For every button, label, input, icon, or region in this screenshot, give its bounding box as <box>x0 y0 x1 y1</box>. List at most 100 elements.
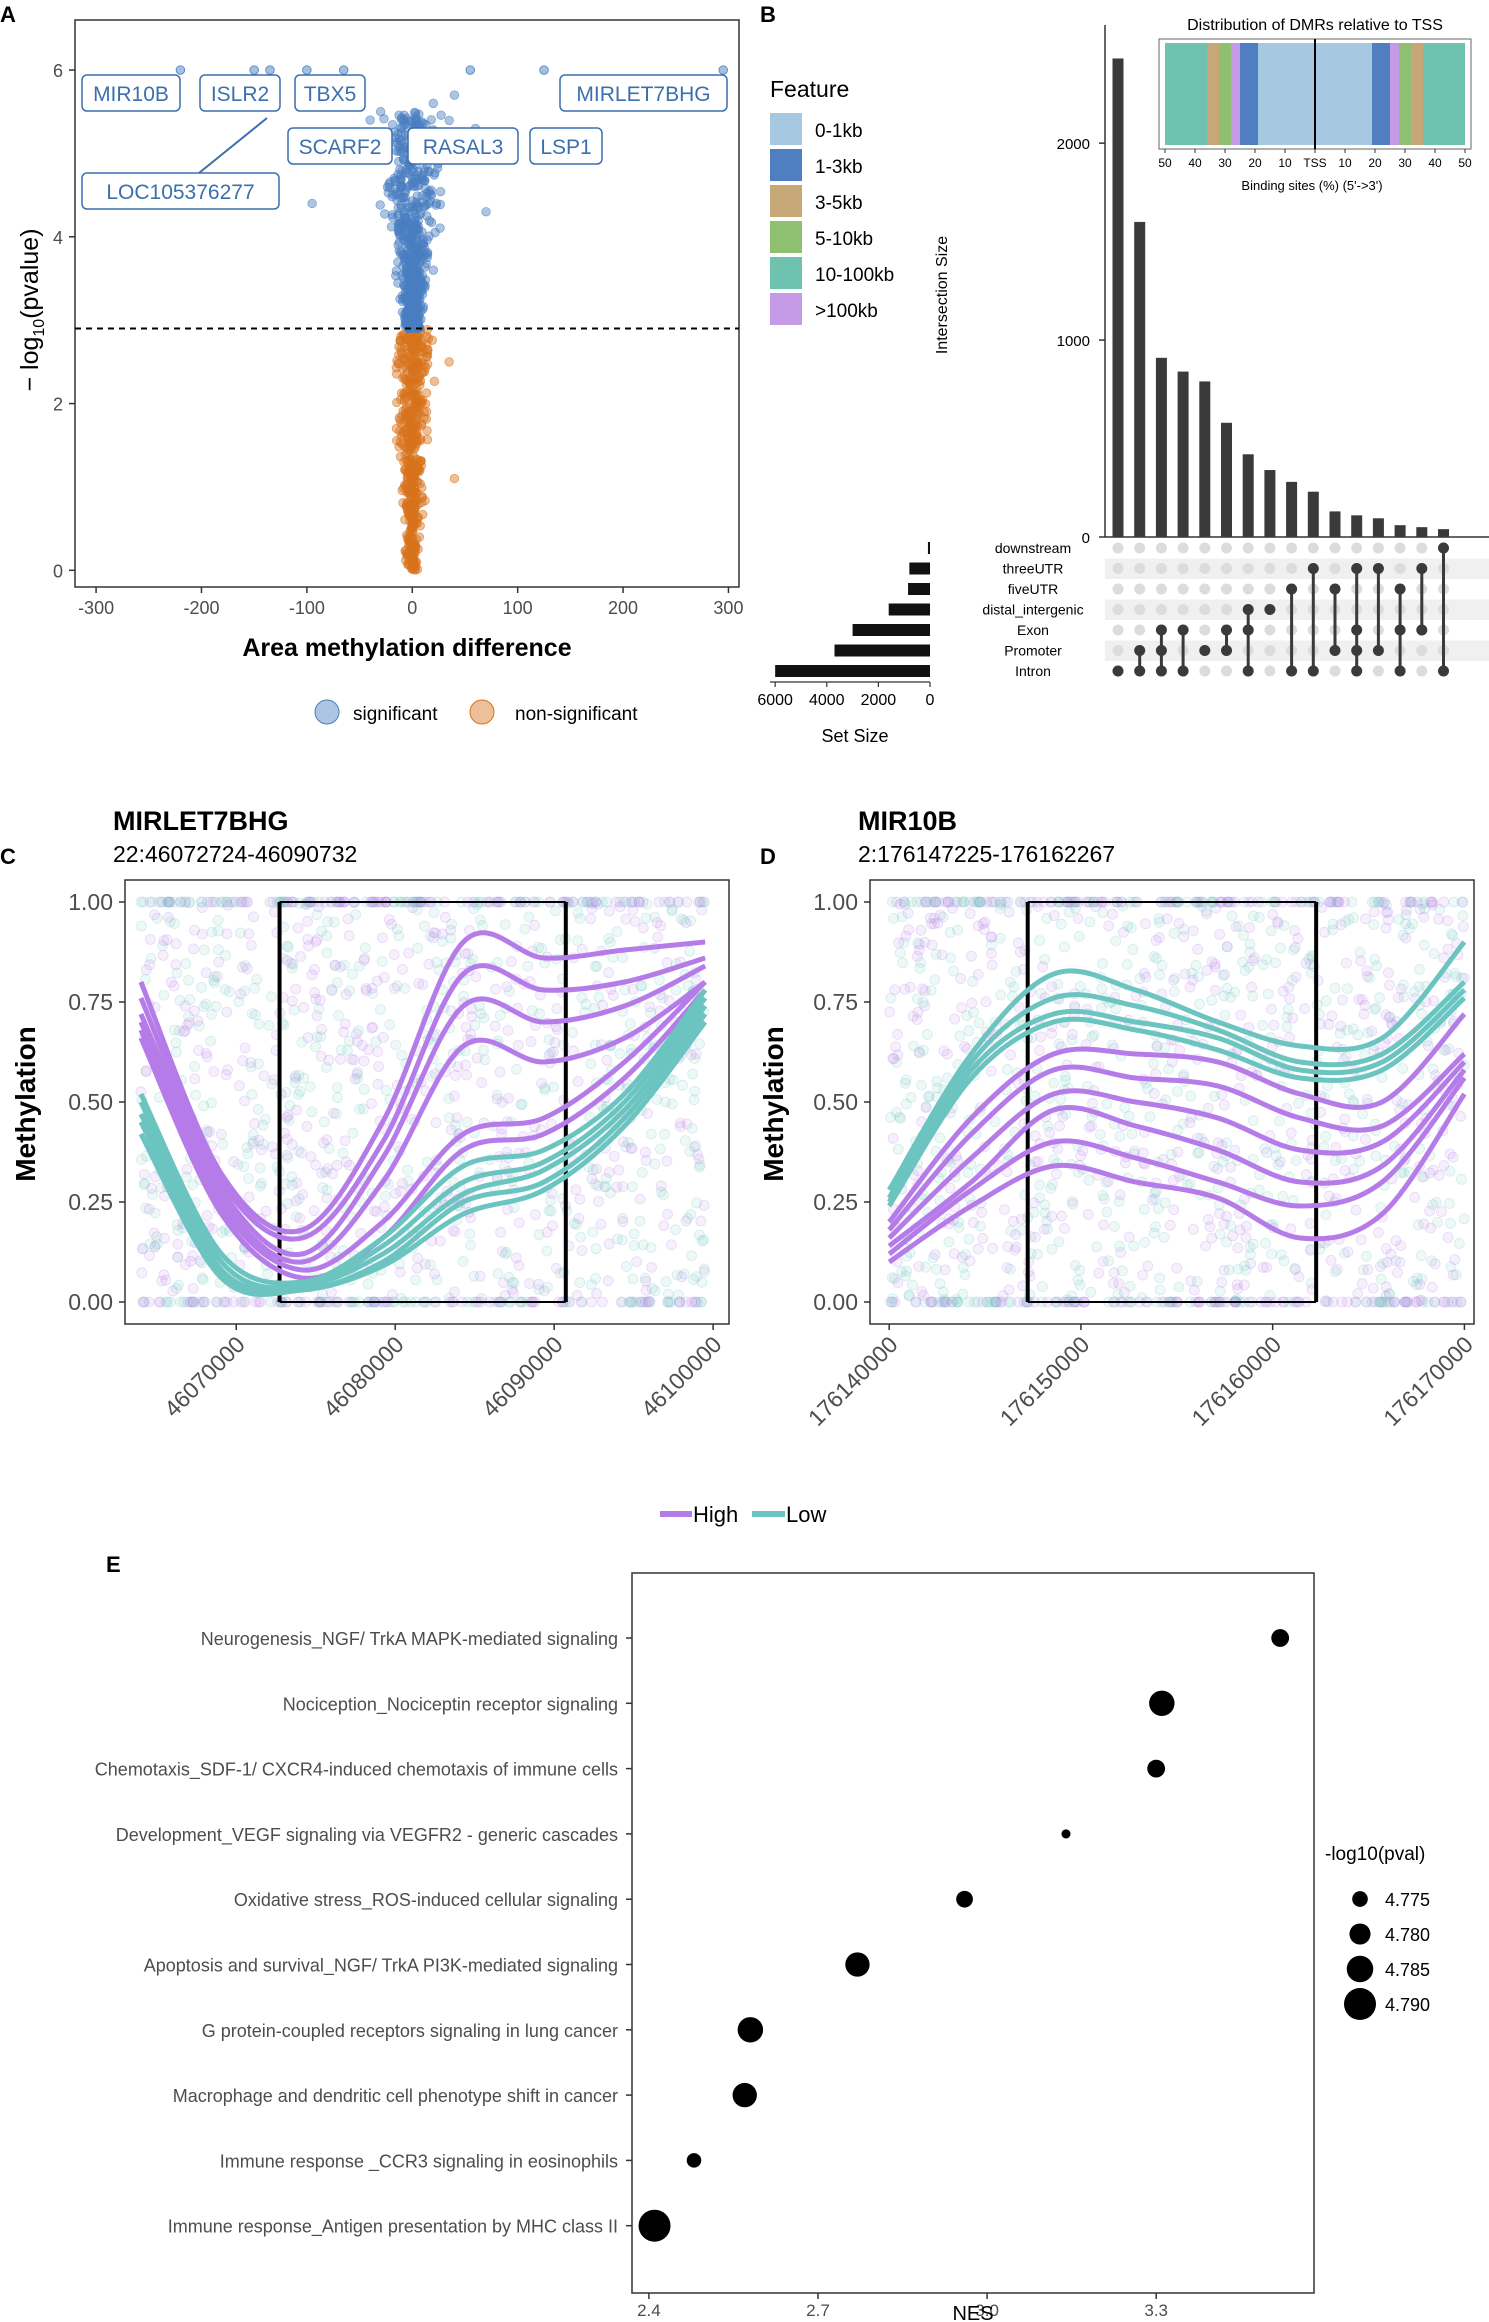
cpg-point <box>380 1190 391 1202</box>
panel-e-frame <box>631 1572 1315 2294</box>
y-tick-label: 1.00 <box>813 889 858 915</box>
cpg-point <box>1067 1198 1079 1210</box>
matrix-dot-empty <box>1264 624 1276 636</box>
cpg-point <box>1409 986 1420 997</box>
cpg-point <box>572 935 584 947</box>
nonsig-point <box>391 369 402 379</box>
x-tick-label: -200 <box>183 598 219 618</box>
cpg-point <box>339 1018 351 1030</box>
tss-band <box>1372 43 1390 145</box>
cpg-point <box>394 1266 406 1278</box>
y-tick-label: 4 <box>53 228 63 248</box>
cpg-point <box>138 1179 150 1190</box>
cpg-point <box>460 1059 471 1071</box>
cpg-point <box>1401 1296 1413 1308</box>
cpg-point <box>350 909 362 920</box>
pathway-dot <box>1147 1759 1166 1778</box>
cpg-point <box>1097 907 1109 919</box>
cpg-point <box>1409 1191 1421 1203</box>
cpg-point <box>547 1220 558 1232</box>
cpg-point <box>1429 1296 1441 1308</box>
tss-distribution-inset: 50 40 30 20 10 TSS 10 20 30 40 50 <box>1158 38 1472 170</box>
cpg-point <box>461 1116 473 1128</box>
cpg-point <box>969 1296 980 1308</box>
cpg-point <box>1200 1240 1211 1252</box>
cpg-point <box>1415 1294 1427 1306</box>
cpg-point <box>1456 896 1468 908</box>
cpg-point <box>1337 994 1348 1006</box>
cpg-point <box>389 983 401 994</box>
cpg-point <box>1325 896 1337 908</box>
cpg-point <box>1059 1223 1071 1234</box>
y-tick-label: 6 <box>53 61 63 81</box>
matrix-dot-empty <box>1199 624 1211 636</box>
cpg-point <box>1066 1034 1078 1046</box>
cpg-point <box>1270 957 1281 969</box>
cpg-point <box>1458 972 1470 984</box>
cpg-point <box>1154 916 1165 928</box>
cpg-point <box>1341 957 1352 969</box>
cpg-point <box>449 1286 460 1298</box>
cpg-point <box>903 1290 915 1302</box>
labeled-point <box>539 65 549 75</box>
size-legend-title: -log10(pval) <box>1325 1844 1425 1865</box>
size-legend-dot <box>1352 1891 1368 1907</box>
cpg-point <box>403 947 414 959</box>
cpg-point <box>371 1206 383 1218</box>
feature-label: 3-5kb <box>815 193 863 214</box>
cpg-point <box>513 1217 525 1229</box>
cpg-point <box>248 911 259 923</box>
cpg-point <box>957 1262 969 1273</box>
cpg-point <box>929 896 941 908</box>
cpg-point <box>620 1261 632 1272</box>
significant-point <box>387 119 398 130</box>
cpg-point <box>1093 1267 1105 1279</box>
cpg-point <box>1445 1261 1457 1273</box>
intersection-bar <box>1199 381 1211 537</box>
cpg-point <box>1187 925 1199 937</box>
cpg-point <box>1278 1255 1290 1267</box>
cpg-point <box>550 905 561 917</box>
cpg-point <box>151 912 163 924</box>
cpg-point <box>920 1102 932 1113</box>
cpg-point <box>1440 1044 1452 1056</box>
tss-tick-label: 10 <box>1338 156 1352 170</box>
cpg-point <box>1101 1098 1113 1110</box>
matrix-dot-empty <box>1416 665 1428 677</box>
cpg-point <box>1239 965 1251 976</box>
cpg-point <box>358 1055 370 1067</box>
cpg-point <box>251 973 263 985</box>
nonsig-point <box>406 409 416 420</box>
cpg-point <box>603 967 615 979</box>
cpg-point <box>332 1092 343 1104</box>
cpg-point <box>1110 1003 1122 1015</box>
matrix-dot-filled <box>1286 583 1298 595</box>
cpg-point <box>1114 1130 1126 1142</box>
upset-y-tick-label: 0 <box>1082 530 1090 547</box>
cpg-point <box>222 899 234 911</box>
cpg-point <box>1138 1204 1150 1215</box>
cpg-point <box>1244 938 1256 950</box>
panel-d-y-axis-title: Methylation <box>758 1026 789 1182</box>
cpg-point <box>508 1277 520 1289</box>
nonsig-point <box>405 526 415 536</box>
nonsig-point <box>405 379 415 389</box>
cpg-point <box>963 1233 975 1245</box>
cpg-point <box>949 1013 961 1025</box>
nonsig-point <box>401 401 412 412</box>
matrix-dot-empty <box>1286 542 1298 554</box>
cpg-point <box>611 926 623 938</box>
cpg-point <box>523 1278 535 1289</box>
cpg-point <box>589 961 601 972</box>
cpg-point <box>1342 983 1353 995</box>
cpg-point <box>930 1264 942 1275</box>
cpg-point <box>1113 1196 1125 1208</box>
cpg-point <box>915 1079 927 1091</box>
cpg-point <box>1329 1266 1341 1278</box>
cpg-point <box>987 1243 999 1254</box>
nonsig-point <box>408 470 419 480</box>
cpg-point <box>502 1025 514 1036</box>
tss-tick-label: 40 <box>1188 156 1202 170</box>
cpg-point <box>339 1135 351 1147</box>
cpg-point <box>1168 986 1180 997</box>
